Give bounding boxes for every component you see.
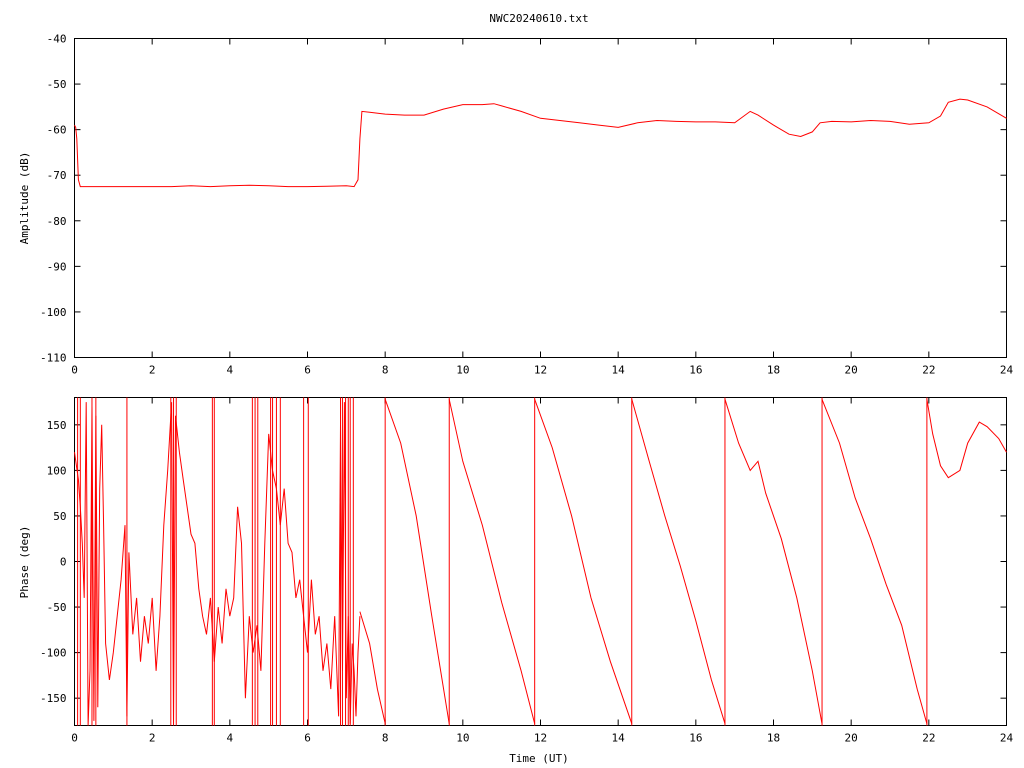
- phase-trace: [74, 399, 1007, 726]
- amplitude-y-tick-label: -80: [47, 215, 67, 228]
- phase-y-tick-label: 150: [47, 419, 67, 432]
- phase-x-tick-label: 16: [689, 732, 702, 745]
- amplitude-trace: [74, 98, 1007, 188]
- amplitude-plot-frame: [74, 38, 1007, 358]
- phase-series-7: [821, 399, 928, 724]
- phase-x-tick-label: 8: [382, 732, 389, 745]
- phase-y-tick-label: 50: [53, 510, 66, 523]
- amplitude-y-tick-label: -100: [40, 306, 67, 319]
- amplitude-x-tick-label: 4: [227, 364, 234, 377]
- phase-y-tick-label: 0: [60, 556, 67, 569]
- phase-y-tick-label: 100: [47, 464, 67, 477]
- phase-x-tick-label: 18: [767, 732, 780, 745]
- amplitude-x-tick-label: 12: [534, 364, 547, 377]
- phase-series-6: [724, 399, 823, 724]
- phase-panel: 0 2 4 6 8 10 12 14 16 18 20 22 24150100500-50-100-15…: [18, 397, 1014, 765]
- phase-x-tick-label: 12: [534, 732, 547, 745]
- phase-x-tick-label: 6: [304, 732, 311, 745]
- phase-x-tick-label: 24: [1000, 732, 1014, 745]
- amplitude-x-tick-label: 24: [1000, 364, 1014, 377]
- amplitude-x-tick-label: 0: [71, 364, 78, 377]
- amplitude-y-tick-label: -60: [47, 124, 67, 137]
- amplitude-y-tick-label: -110: [40, 352, 67, 365]
- amplitude-x-tick-label: 6: [304, 364, 311, 377]
- amplitude-y-tick-label: -70: [47, 169, 67, 182]
- amplitude-x-tick-label: 22: [922, 364, 935, 377]
- amplitude-x-tick-label: 20: [845, 364, 858, 377]
- amplitude-panel: 0 2 4 6 8 10 12 14 16 18 20 22 24-40-50-60-70-80-90-…: [18, 33, 1013, 377]
- phase-axis-ticks: 0 2 4 6 8 10 12 14 16 18 20 22 24150100500-50-100-15…: [40, 397, 1014, 745]
- phase-x-tick-label: 4: [227, 732, 234, 745]
- phase-y-tick-label: -150: [40, 692, 67, 705]
- phase-x-tick-label: 2: [149, 732, 156, 745]
- phase-series-4: [534, 399, 633, 724]
- phase-series-8: [926, 399, 1007, 479]
- amplitude-x-tick-label: 18: [767, 364, 780, 377]
- amplitude-y-tick-label: -50: [47, 78, 67, 91]
- phase-y-tick-label: -50: [47, 601, 67, 614]
- phase-x-tick-label: 10: [456, 732, 469, 745]
- phase-x-tick-label: 20: [845, 732, 858, 745]
- phase-y-tick-label: -100: [40, 647, 67, 660]
- x-axis-title: Time (UT): [509, 752, 569, 765]
- amplitude-series-0: [74, 98, 1007, 188]
- amplitude-x-tick-label: 10: [456, 364, 469, 377]
- amplitude-y-axis-title: Amplitude (dB): [18, 152, 31, 245]
- amplitude-x-tick-label: 8: [382, 364, 389, 377]
- phase-x-tick-label: 14: [612, 732, 626, 745]
- phase-series-2: [384, 399, 450, 724]
- amplitude-x-tick-label: 2: [149, 364, 156, 377]
- phase-series-3: [448, 399, 536, 724]
- amplitude-x-tick-label: 16: [689, 364, 702, 377]
- phase-y-axis-title: Phase (deg): [18, 526, 31, 599]
- phase-wrap-lines: [77, 397, 928, 726]
- amplitude-x-tick-label: 14: [612, 364, 626, 377]
- phase-series-5: [631, 399, 726, 724]
- phase-series-0: [74, 402, 361, 726]
- chart-title: NWC20240610.txt: [489, 12, 588, 25]
- phase-series-1: [359, 611, 386, 724]
- amplitude-y-tick-label: -90: [47, 260, 67, 273]
- phase-x-tick-label: 22: [922, 732, 935, 745]
- amplitude-axis-ticks: 0 2 4 6 8 10 12 14 16 18 20 22 24-40-50-60-70-80-90-…: [40, 33, 1013, 377]
- phase-x-tick-label: 0: [71, 732, 78, 745]
- amplitude-y-tick-label: -40: [47, 33, 67, 46]
